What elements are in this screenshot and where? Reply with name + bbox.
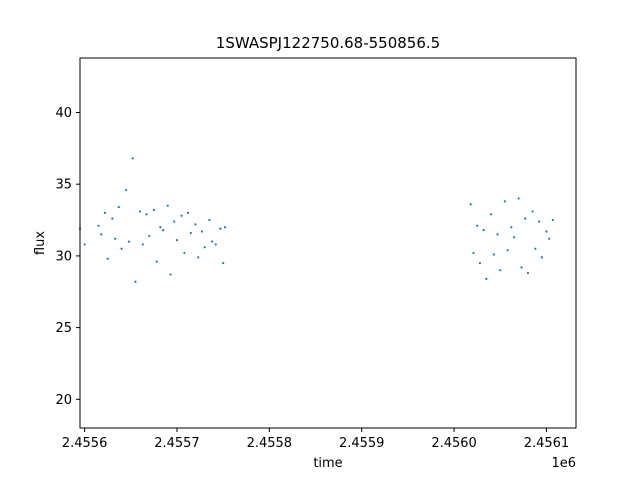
x-axis-offset-label: 1e6 — [551, 456, 576, 471]
data-point — [145, 213, 148, 216]
data-point — [548, 237, 551, 240]
data-point — [545, 230, 548, 233]
data-point — [162, 228, 165, 232]
data-point — [537, 220, 541, 223]
data-point — [152, 208, 155, 212]
data-point — [106, 257, 109, 260]
data-point — [173, 220, 176, 223]
data-point — [510, 226, 513, 229]
data-point — [138, 210, 142, 213]
data-point — [540, 256, 543, 259]
data-point — [222, 261, 225, 265]
data-point — [520, 266, 523, 269]
data-point — [103, 211, 107, 214]
data-point — [551, 218, 555, 222]
data-point — [148, 234, 151, 237]
y-tick-label: 25 — [55, 321, 72, 336]
data-point — [200, 230, 204, 233]
data-point — [485, 277, 488, 280]
data-point — [169, 273, 172, 276]
data-point — [159, 226, 162, 229]
data-point — [208, 218, 211, 222]
data-point — [472, 251, 475, 255]
data-point — [492, 253, 495, 256]
y-axis-ticks: 20 25 30 35 40 — [55, 106, 80, 408]
x-axis-ticks: 2.4556 2.4557 2.4558 2.4559 2.4560 2.4561 — [62, 428, 569, 451]
data-point — [534, 247, 537, 250]
data-point — [203, 246, 206, 249]
y-tick-label: 35 — [55, 178, 72, 193]
data-point — [478, 261, 482, 265]
x-tick-label: 2.4557 — [154, 436, 200, 451]
y-tick-label: 20 — [55, 393, 72, 408]
data-point — [175, 239, 179, 242]
data-point — [197, 256, 200, 259]
y-tick-label: 30 — [55, 249, 72, 264]
data-point — [496, 233, 499, 236]
data-point — [120, 247, 123, 250]
data-point — [524, 217, 527, 220]
data-point — [134, 280, 137, 283]
data-point — [155, 260, 158, 263]
data-point — [131, 157, 134, 160]
plot-frame — [79, 57, 577, 429]
data-point — [166, 204, 169, 207]
data-point — [469, 203, 472, 206]
data-point — [111, 217, 114, 220]
data-point — [180, 214, 183, 217]
data-point — [531, 210, 534, 213]
y-tick-label: 40 — [55, 106, 72, 121]
data-point — [100, 233, 103, 236]
data-point — [476, 224, 479, 227]
data-point — [97, 224, 100, 227]
data-point — [194, 223, 197, 226]
data-point — [127, 240, 131, 243]
chart-title: 1SWASPJ122750.68-550856.5 — [216, 34, 440, 52]
data-points-layer — [78, 157, 555, 283]
data-point — [83, 243, 86, 246]
data-point — [183, 251, 186, 255]
data-point — [499, 269, 502, 272]
data-point — [219, 227, 222, 230]
x-tick-label: 2.4556 — [62, 436, 108, 451]
x-axis-label: time — [313, 456, 342, 471]
data-point — [489, 213, 493, 216]
data-point — [125, 188, 128, 192]
x-tick-label: 2.4559 — [339, 436, 385, 451]
y-axis-label: flux — [33, 231, 48, 255]
data-point — [189, 231, 192, 235]
x-tick-label: 2.4561 — [524, 436, 570, 451]
x-tick-label: 2.4558 — [247, 436, 293, 451]
data-point — [210, 240, 214, 243]
data-point — [482, 228, 485, 232]
data-point — [186, 211, 190, 214]
data-point — [141, 243, 144, 246]
data-point — [526, 272, 530, 275]
data-point — [517, 197, 520, 200]
data-point — [503, 200, 506, 203]
data-point — [113, 237, 117, 240]
x-tick-label: 2.4560 — [431, 436, 477, 451]
data-point — [117, 206, 120, 209]
data-point — [223, 226, 227, 229]
data-point — [513, 236, 516, 239]
data-point — [506, 249, 509, 252]
data-point — [214, 243, 217, 246]
